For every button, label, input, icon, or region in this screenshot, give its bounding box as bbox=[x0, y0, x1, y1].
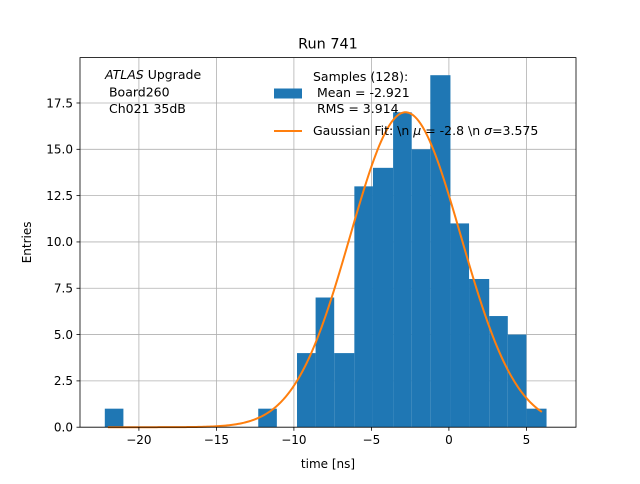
x-tick-label: 0 bbox=[445, 433, 453, 447]
legend: Samples (128): Mean = -2.921 RMS = 3.914… bbox=[274, 69, 538, 138]
histogram-bar bbox=[393, 112, 412, 428]
y-tick-label: 2.5 bbox=[54, 374, 73, 388]
legend-fit-mu-value: = -2.8 \n bbox=[421, 123, 484, 138]
x-axis-label: time [ns] bbox=[301, 457, 355, 471]
annotation-text: ATLAS Upgrade Board260 Ch021 35dB bbox=[104, 67, 201, 116]
annotation-line-1: ATLAS Upgrade bbox=[104, 67, 201, 82]
histogram-bar bbox=[507, 334, 527, 428]
legend-samples-line-3: RMS = 3.914 bbox=[313, 101, 399, 116]
y-tick-label: 17.5 bbox=[46, 96, 73, 110]
histogram-bar bbox=[489, 316, 508, 428]
histogram-bar bbox=[372, 167, 394, 428]
grid bbox=[80, 57, 576, 428]
histogram-bar bbox=[450, 223, 470, 428]
plot-frame bbox=[79, 57, 577, 428]
legend-patch-samples bbox=[274, 88, 302, 99]
legend-samples-line-2: Mean = -2.921 bbox=[313, 85, 410, 100]
histogram-bar bbox=[258, 408, 277, 428]
x-axis-ticks: −20 −15 −10 −5 0 5 bbox=[126, 427, 530, 447]
y-axis-ticks: 0.0 2.5 5.0 7.5 10.0 12.5 15.0 17.5 bbox=[46, 96, 80, 435]
y-tick-label: 15.0 bbox=[46, 143, 73, 157]
histogram-bar bbox=[354, 186, 373, 428]
annotation-line-3: Ch021 35dB bbox=[105, 101, 186, 116]
histogram-bar bbox=[430, 75, 451, 428]
y-tick-label: 10.0 bbox=[46, 235, 73, 249]
histogram-bar bbox=[526, 408, 547, 428]
legend-fit-sigma-value: =3.575 bbox=[492, 123, 538, 138]
histogram-bars bbox=[104, 75, 547, 428]
x-tick-label: −5 bbox=[363, 433, 381, 447]
annotation-line-2: Board260 bbox=[105, 85, 170, 100]
histogram-bar bbox=[411, 149, 431, 428]
annotation-upgrade: Upgrade bbox=[144, 67, 202, 82]
histogram-bar bbox=[334, 353, 355, 428]
y-tick-label: 12.5 bbox=[46, 189, 73, 203]
legend-samples-line-1: Samples (128): bbox=[313, 69, 408, 84]
legend-fit-label: Gaussian Fit: \n μ = -2.8 \n σ=3.575 bbox=[313, 123, 538, 138]
annotation-atlas: ATLAS bbox=[104, 67, 144, 82]
y-tick-label: 0.0 bbox=[54, 421, 73, 435]
legend-fit-mu-symbol: μ bbox=[412, 123, 421, 138]
x-tick-label: −15 bbox=[204, 433, 229, 447]
histogram-bar bbox=[469, 278, 490, 428]
legend-fit-sigma-symbol: σ bbox=[484, 123, 493, 138]
histogram-bar bbox=[104, 408, 124, 428]
y-tick-label: 5.0 bbox=[54, 328, 73, 342]
x-tick-label: 5 bbox=[523, 433, 531, 447]
x-tick-label: −10 bbox=[281, 433, 306, 447]
legend-fit-prefix: Gaussian Fit: \n bbox=[313, 123, 413, 138]
y-tick-label: 7.5 bbox=[54, 282, 73, 296]
x-tick-label: −20 bbox=[126, 433, 151, 447]
chart-title: Run 741 bbox=[298, 37, 358, 53]
y-axis-label: Entries bbox=[20, 222, 34, 264]
